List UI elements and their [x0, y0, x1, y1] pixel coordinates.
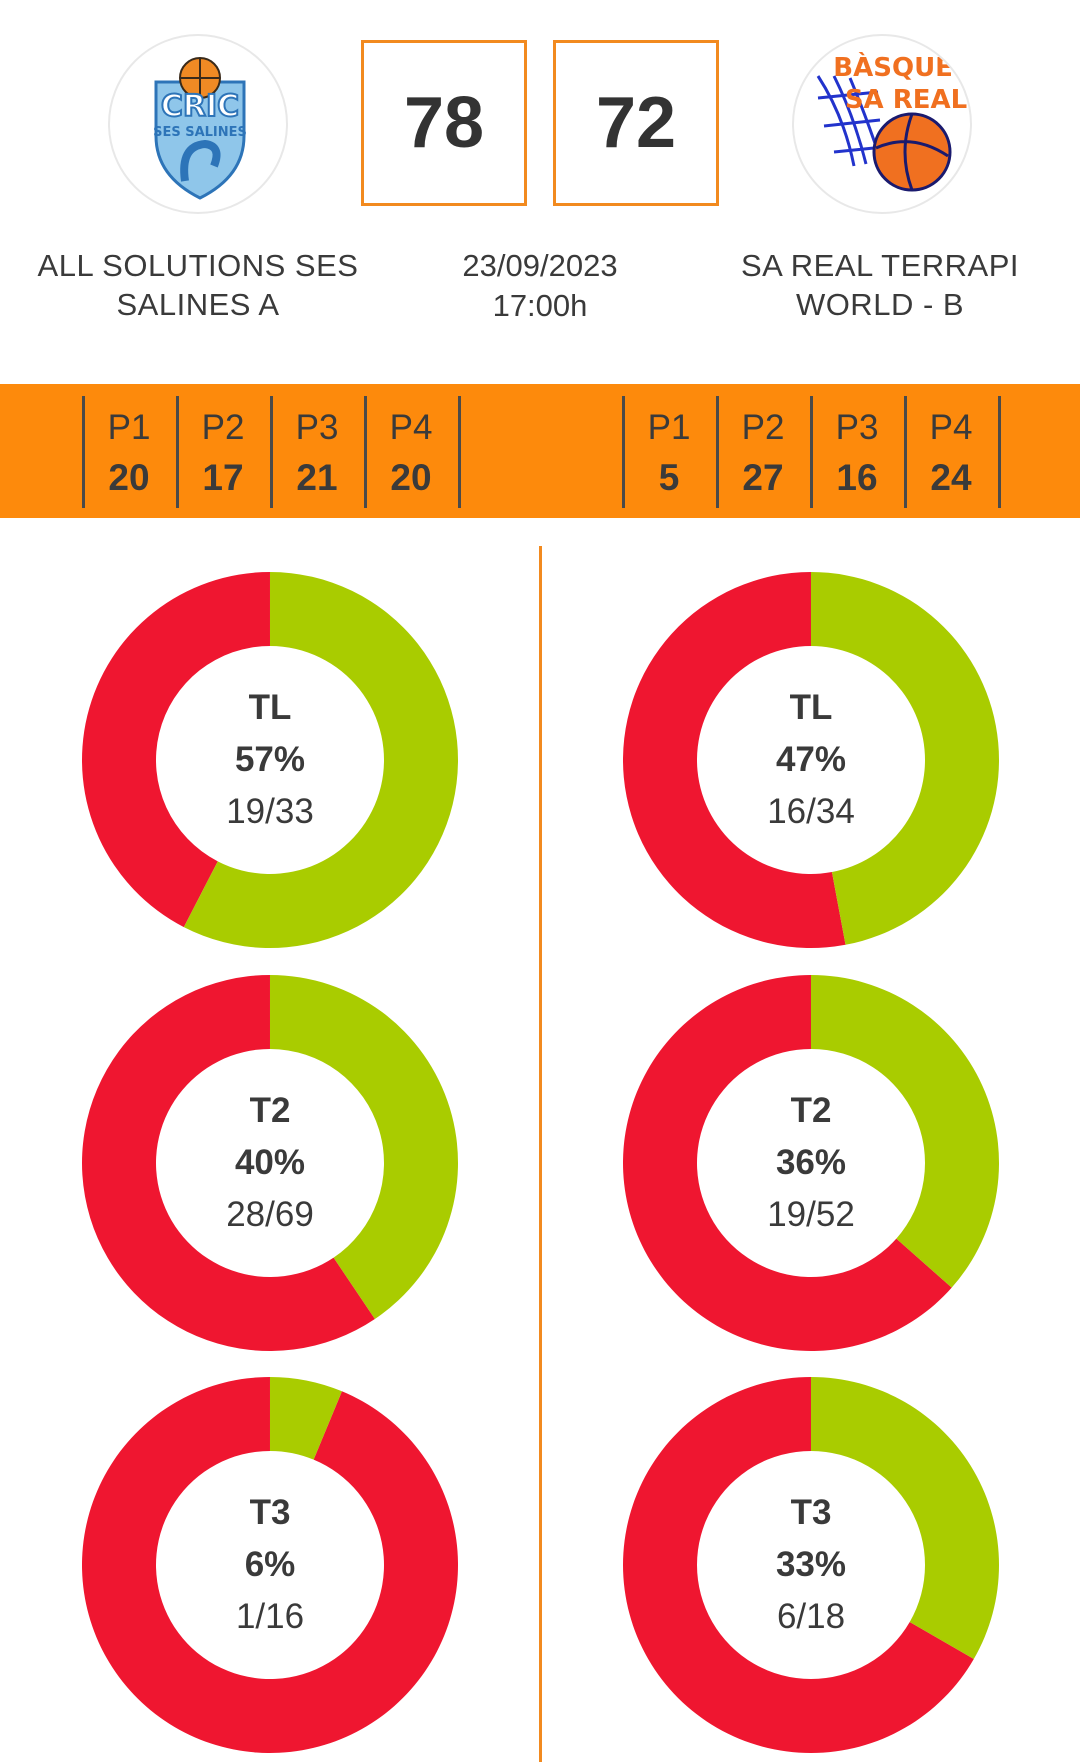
shot-type-label: T3: [249, 1493, 291, 1532]
missed-shots-segment: [82, 1377, 459, 1753]
svg-text:SES SALINES: SES SALINES: [153, 125, 247, 140]
period-score: 17: [202, 457, 244, 498]
donut-center: T2 36% 19/52: [621, 973, 1001, 1353]
away-period-2: P2 27: [716, 396, 810, 508]
home-t3-donut: T3 6% 1/16: [80, 1375, 460, 1755]
made-shots-segment: [811, 1377, 999, 1659]
shot-percentage: 36%: [775, 1143, 847, 1182]
donut-chart: [82, 572, 459, 948]
home-score: 78: [361, 40, 527, 206]
period-label: P4: [929, 408, 973, 447]
donut-center: TL 57% 19/33: [80, 570, 460, 950]
home-team-name[interactable]: ALL SOLUTIONS SES SALINES A: [37, 248, 359, 322]
home-period-1: P1 20: [82, 396, 176, 508]
period-label: P1: [647, 408, 691, 447]
match-date: 23/09/2023: [462, 248, 618, 283]
home-period-2: P2 17: [176, 396, 270, 508]
away-team-name[interactable]: SA REAL TERRAPI WORLD - B: [741, 248, 1019, 322]
away-t2-donut: T2 36% 19/52: [621, 973, 1001, 1353]
shot-made-attempted: 1/16: [235, 1597, 305, 1636]
donut-center: T3 6% 1/16: [80, 1375, 460, 1755]
shot-made-attempted: 19/33: [226, 792, 314, 831]
away-period-1: P1 5: [622, 396, 716, 508]
svg-text:CRIC: CRIC: [161, 89, 239, 124]
home-t2-donut: T2 40% 28/69: [80, 973, 460, 1353]
svg-text:BÀSQUET: BÀSQUET: [833, 51, 971, 83]
shot-type-label: T3: [790, 1493, 832, 1532]
match-header: CRIC SES SALINES 78 72 BÀSQUET SA REAL A…: [0, 0, 1080, 384]
missed-shots-segment: [82, 572, 270, 928]
period-score: 20: [390, 457, 432, 498]
missed-shots-segment: [623, 975, 952, 1351]
away-period-4: P4 24: [904, 396, 1001, 508]
donut-chart: [82, 1377, 459, 1753]
donut-center: TL 47% 16/34: [621, 570, 1001, 950]
period-label: P3: [835, 408, 879, 447]
shot-percentage: 47%: [775, 740, 847, 779]
period-label: P1: [107, 408, 151, 447]
donut-center: T2 40% 28/69: [80, 973, 460, 1353]
missed-shots-segment: [81, 975, 375, 1351]
donut-chart: [622, 572, 999, 949]
donut-chart: [623, 975, 999, 1351]
shot-type-label: TL: [789, 688, 833, 727]
home-period-4: P4 20: [364, 396, 461, 508]
away-tl-donut: TL 47% 16/34: [621, 570, 1001, 950]
basquet-sa-real-logo-icon: BÀSQUET SA REAL: [816, 51, 971, 192]
shot-made-attempted: 19/52: [767, 1195, 855, 1234]
shot-type-label: TL: [248, 688, 292, 727]
shot-percentage: 40%: [234, 1143, 306, 1182]
shot-made-attempted: 6/18: [776, 1597, 846, 1636]
away-score: 72: [553, 40, 719, 206]
shot-made-attempted: 28/69: [226, 1195, 314, 1234]
period-label: P3: [295, 408, 339, 447]
away-team-logo[interactable]: BÀSQUET SA REAL: [792, 34, 972, 214]
period-scores-bar: P1 20 P2 17 P3 21 P4 20 P1 5 P2 27 P3 16…: [0, 384, 1080, 518]
away-period-3: P3 16: [810, 396, 904, 508]
home-period-3: P3 21: [270, 396, 364, 508]
shot-percentage: 57%: [234, 740, 306, 779]
cric-ses-salines-logo-icon: CRIC SES SALINES: [153, 57, 247, 200]
shot-type-label: T2: [790, 1091, 832, 1130]
period-score: 5: [658, 457, 680, 498]
shot-made-attempted: 16/34: [767, 792, 855, 831]
period-score: 27: [742, 457, 784, 498]
match-time: 17:00h: [492, 288, 588, 323]
missed-shots-segment: [622, 572, 846, 949]
away-t3-donut: T3 33% 6/18: [621, 1375, 1001, 1755]
svg-text:SA REAL: SA REAL: [845, 85, 967, 115]
shot-percentage: 6%: [244, 1545, 296, 1584]
period-score: 21: [296, 457, 338, 498]
period-label: P2: [201, 408, 245, 447]
period-score: 20: [108, 457, 150, 498]
donut-chart: [81, 975, 458, 1351]
donut-chart: [623, 1377, 999, 1753]
home-team-logo[interactable]: CRIC SES SALINES: [108, 34, 288, 214]
teams-divider: [539, 546, 542, 1762]
home-tl-donut: TL 57% 19/33: [80, 570, 460, 950]
made-shots-segment: [183, 572, 459, 948]
donut-center: T3 33% 6/18: [621, 1375, 1001, 1755]
shot-type-label: T2: [249, 1091, 291, 1130]
made-shots-segment: [811, 572, 999, 945]
period-label: P4: [389, 408, 433, 447]
period-score: 16: [836, 457, 878, 498]
made-shots-segment: [270, 975, 458, 1320]
made-shots-segment: [811, 975, 999, 1288]
shot-percentage: 33%: [775, 1545, 847, 1584]
period-score: 24: [930, 457, 972, 498]
period-label: P2: [741, 408, 785, 447]
made-shots-segment: [270, 1377, 342, 1460]
match-datetime: 23/09/2023 17:00h: [390, 246, 690, 326]
missed-shots-segment: [623, 1377, 974, 1753]
